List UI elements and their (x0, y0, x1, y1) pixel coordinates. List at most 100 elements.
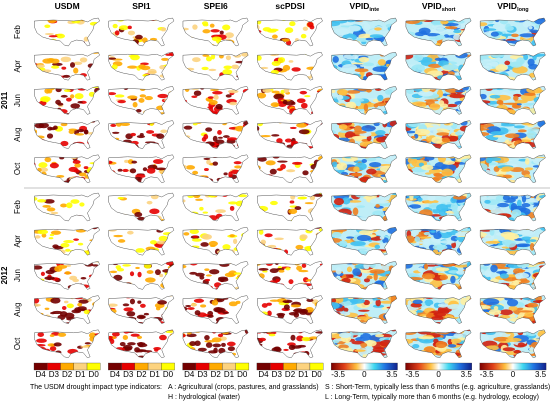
map-patch (168, 346, 174, 350)
map-patch (298, 43, 304, 46)
map-patch (170, 162, 174, 168)
map-patch (541, 267, 546, 274)
legend-label: D3 (197, 370, 208, 379)
map-patch (332, 19, 348, 24)
map-patch (156, 133, 165, 139)
map-patch (505, 133, 520, 139)
map-outline (406, 261, 471, 289)
map-patch (127, 95, 138, 100)
map-patch (408, 249, 423, 256)
map-patch (318, 307, 323, 311)
column-header: VPIDshort (422, 1, 456, 13)
map-fill (331, 329, 397, 358)
map-patch (257, 205, 269, 212)
map-patch (493, 86, 506, 91)
map-patch (405, 314, 416, 323)
map-patch (79, 57, 88, 63)
map-patch (490, 111, 498, 114)
map-patch (49, 127, 56, 131)
map-patch (405, 144, 414, 147)
legend-swatch (195, 362, 210, 371)
map-patch (383, 312, 397, 321)
map-patch (199, 275, 205, 280)
map-patch (422, 178, 433, 183)
map-patch (197, 347, 207, 352)
map-patch (146, 167, 156, 174)
map-patch (113, 234, 124, 238)
map-patch (541, 281, 546, 285)
map-fill (405, 120, 472, 149)
map-patch (117, 100, 126, 104)
legend-label: D4 (258, 370, 269, 379)
map-patch (229, 205, 235, 211)
map-patch (368, 120, 380, 122)
legend-swatch (73, 362, 88, 371)
map-patch (544, 265, 546, 270)
map-patch (376, 295, 384, 300)
map-patch (78, 40, 86, 45)
map-patch (316, 112, 323, 115)
map-patch (442, 107, 452, 112)
map-patch (136, 135, 145, 139)
map-patch (221, 120, 228, 126)
map-patch (391, 352, 397, 358)
map-patch (130, 54, 140, 61)
map-patch (192, 122, 198, 126)
map-patch (410, 135, 416, 139)
map-patch (480, 42, 484, 46)
map-patch (94, 162, 100, 168)
map-patch (113, 274, 123, 281)
map-patch (379, 339, 394, 347)
map-patch (367, 154, 379, 157)
map-patch (241, 109, 249, 115)
map-patch (37, 139, 46, 143)
map-patch (114, 30, 120, 36)
map-patch (528, 25, 533, 30)
map-patch (391, 341, 397, 345)
map-patch (129, 271, 135, 277)
map-patch (203, 167, 209, 172)
map-patch (165, 31, 174, 38)
map-patch (511, 209, 522, 217)
map-patch (407, 41, 417, 46)
map-patch (286, 144, 296, 148)
map-patch (239, 278, 249, 284)
map-patch (202, 285, 213, 290)
map-patch (34, 251, 38, 254)
map (400, 14, 476, 50)
map-patch (139, 94, 147, 98)
map-patch (112, 23, 118, 29)
map-patch (275, 146, 285, 149)
map-patch (268, 285, 275, 288)
map-patch (405, 285, 414, 289)
map-patch (182, 27, 189, 31)
map-patch (494, 74, 510, 81)
map-patch (417, 197, 423, 202)
map-patch (257, 208, 265, 214)
map-patch (195, 217, 203, 221)
map (475, 292, 550, 328)
map-patch (262, 270, 268, 273)
map-patch (540, 219, 546, 221)
map-patch (405, 338, 413, 344)
map-patch (480, 77, 493, 81)
map-patch (409, 329, 414, 334)
map-patch (390, 316, 396, 321)
map-patch (164, 214, 172, 217)
map-patch (378, 276, 390, 281)
map-outline (34, 330, 99, 358)
map-patch (44, 157, 52, 163)
map-patch (43, 147, 48, 149)
map-patch (405, 75, 420, 80)
map-outline (34, 86, 99, 114)
map-patch (41, 233, 47, 238)
map-patch (423, 231, 432, 236)
map-patch (77, 242, 84, 246)
map-patch (376, 136, 388, 143)
map-patch (390, 25, 397, 30)
map-patch (244, 168, 249, 173)
map-patch (455, 131, 462, 136)
map-patch (528, 29, 540, 34)
map-patch (480, 311, 491, 320)
map-patch (73, 67, 79, 74)
